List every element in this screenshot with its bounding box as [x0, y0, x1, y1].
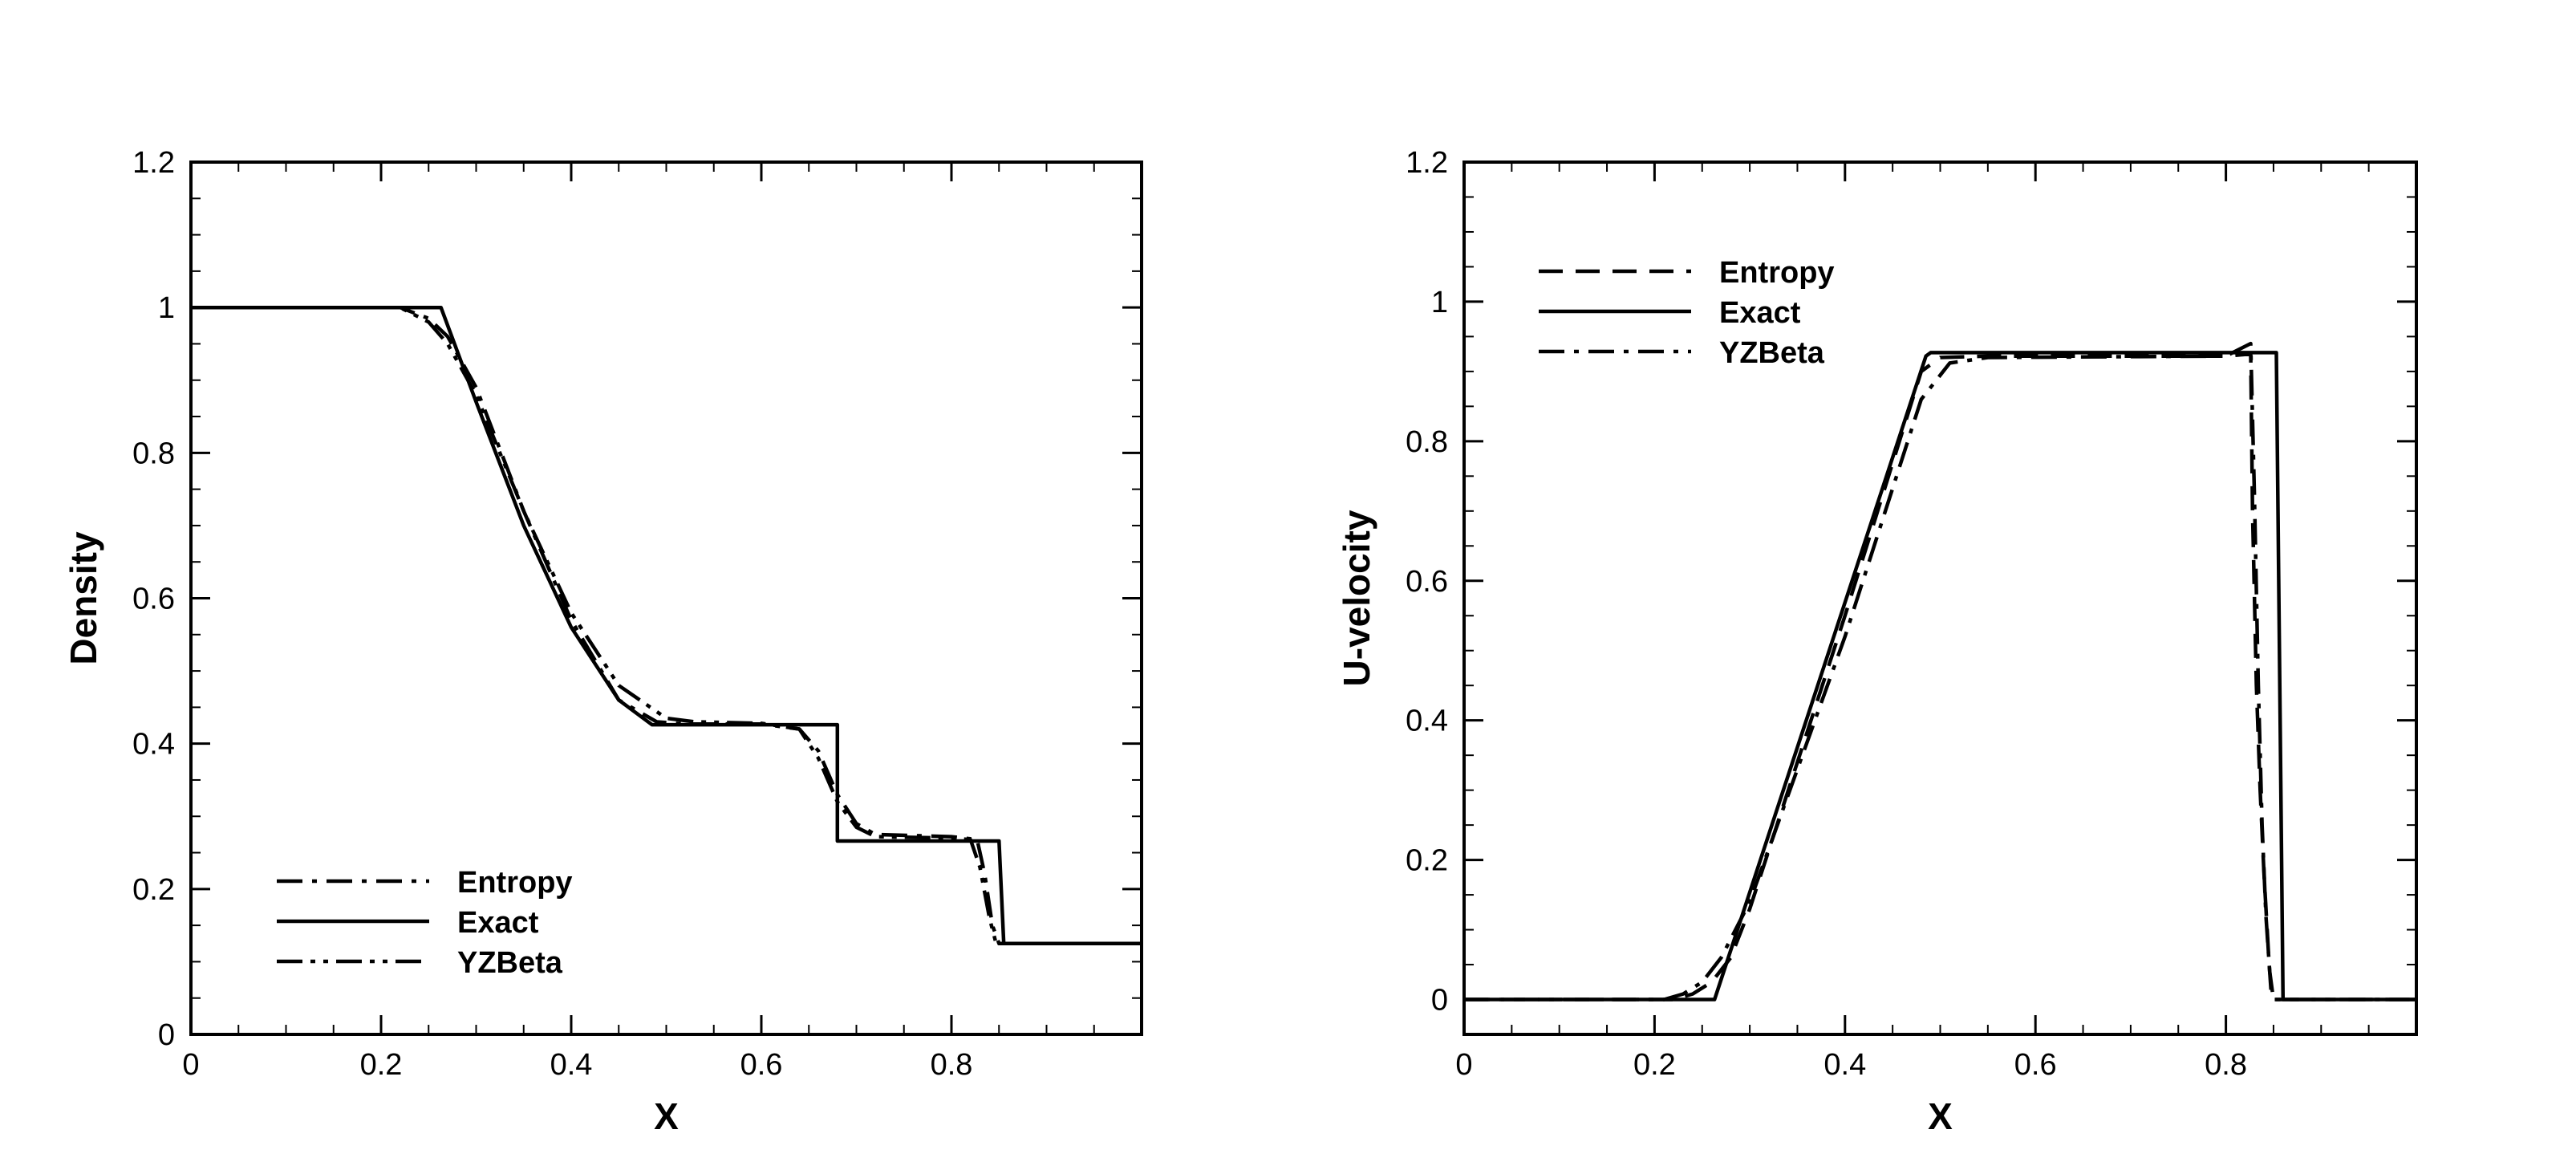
x-axis-title: X [654, 1095, 679, 1137]
series-line-entropy [191, 305, 1142, 946]
y-tick-label: 0.4 [1406, 705, 1448, 738]
y-axis-title: U-velocity [1336, 510, 1377, 686]
y-tick-label: 0.8 [132, 437, 175, 470]
x-tick-label: 0.4 [550, 1048, 593, 1082]
legend-label: Entropy [457, 866, 573, 900]
y-tick-label: 0.4 [132, 728, 175, 762]
y-tick-label: 0 [158, 1018, 175, 1052]
legend-label: Entropy [1719, 256, 1835, 290]
y-tick-label: 0.6 [132, 583, 175, 616]
legend-label: YZBeta [1719, 336, 1825, 370]
y-tick-label: 1 [158, 291, 175, 325]
y-tick-label: 0.2 [132, 873, 175, 907]
legend-label: Exact [1719, 296, 1801, 330]
y-tick-label: 1.2 [132, 146, 175, 180]
x-tick-label: 0.8 [2205, 1048, 2247, 1082]
series-line-entropy [1464, 351, 2416, 1002]
density-panel: 0 0.2 0.4 0.6 0.8 0 0.2 0.4 0.6 0.8 1 1.2 X Density En… [63, 146, 1143, 1137]
x-tick-label: 0.2 [1633, 1048, 1676, 1082]
x-tick-label: 0 [1455, 1048, 1472, 1082]
x-axis-title: X [1928, 1095, 1953, 1137]
x-tick-label: 0.6 [740, 1048, 783, 1082]
legend-label: Exact [457, 906, 539, 940]
x-tick-label: 0 [182, 1048, 199, 1082]
legend-label: YZBeta [457, 946, 563, 980]
y-tick-label: 1.2 [1406, 146, 1448, 180]
x-tick-label: 0.4 [1823, 1048, 1866, 1082]
y-tick-label: 0.6 [1406, 565, 1448, 599]
y-tick-label: 0.2 [1406, 844, 1448, 878]
x-tick-label: 0.6 [2014, 1048, 2057, 1082]
u-velocity-panel: 0 0.2 0.4 0.6 0.8 0 0.2 0.4 0.6 0.8 1 1.2 X U-velocit… [1336, 146, 2418, 1137]
y-axis-title: Density [63, 531, 104, 665]
y-tick-label: 1 [1431, 286, 1448, 319]
y-tick-label: 0 [1431, 984, 1448, 1018]
y-tick-label: 0.8 [1406, 425, 1448, 459]
series-line-exact [191, 305, 1142, 946]
plot-frame [189, 160, 1143, 1036]
x-tick-label: 0.2 [360, 1048, 403, 1082]
series-line-yzbeta [1464, 341, 2416, 1002]
plot-frame [1462, 160, 2418, 1036]
series-line-exact [1464, 351, 2416, 1002]
x-tick-label: 0.8 [931, 1048, 973, 1082]
series-line-yzbeta [191, 305, 1142, 946]
